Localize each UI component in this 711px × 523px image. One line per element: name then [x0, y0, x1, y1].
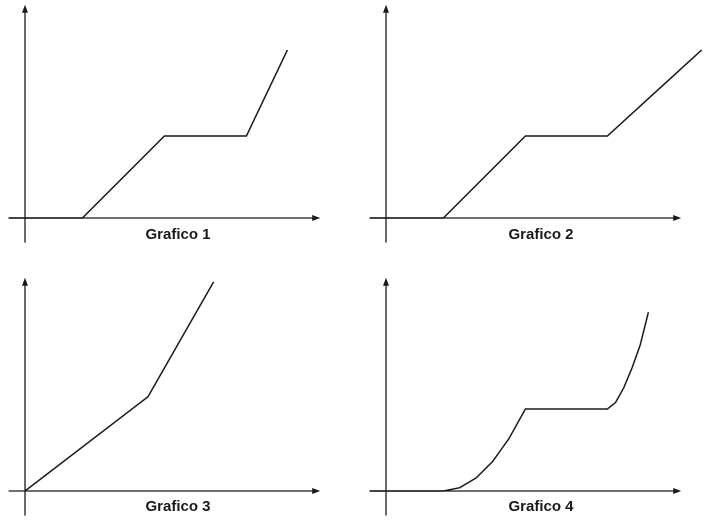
- chart-2: Grafico 2: [369, 4, 703, 243]
- y-axis-arrow: [383, 4, 389, 13]
- chart-title: Grafico 1: [145, 226, 210, 243]
- y-axis-arrow: [22, 4, 28, 13]
- series-line: [369, 49, 703, 219]
- x-axis-arrow: [673, 215, 682, 221]
- chart-title: Grafico 2: [508, 226, 573, 243]
- series-line: [8, 49, 289, 219]
- x-axis-arrow: [312, 488, 321, 494]
- chart-title: Grafico 4: [508, 498, 574, 515]
- series-line: [24, 281, 215, 492]
- chart-3: Grafico 3: [8, 277, 321, 516]
- chart-title: Grafico 3: [145, 498, 210, 515]
- series-line: [369, 312, 650, 492]
- chart-1: Grafico 1: [8, 4, 321, 243]
- x-axis-arrow: [312, 215, 321, 221]
- chart-4: Grafico 4: [369, 277, 682, 516]
- x-axis-arrow: [673, 488, 682, 494]
- y-axis-arrow: [22, 277, 28, 286]
- y-axis-arrow: [383, 277, 389, 286]
